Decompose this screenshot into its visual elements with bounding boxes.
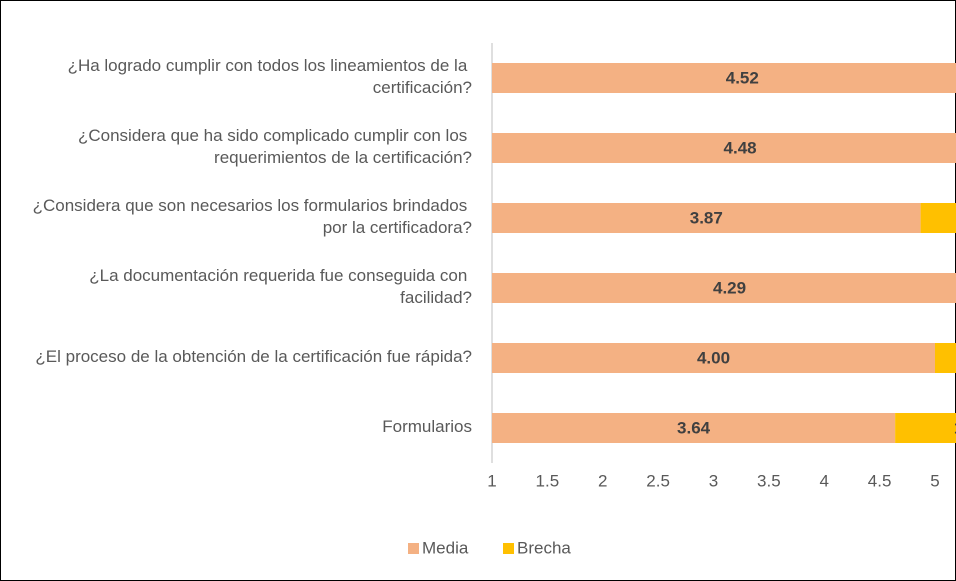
legend-label: Media	[422, 538, 469, 557]
x-tick-label: 4	[820, 471, 829, 490]
y-tick-label: ¿Considera que ha sido complicado cumpli…	[78, 126, 472, 167]
value-label: 4.29	[713, 278, 746, 297]
bar-segment	[492, 63, 956, 93]
y-tick-label: Formularios	[382, 417, 472, 436]
x-tick-label: 1	[487, 471, 496, 490]
bar-segment	[935, 343, 956, 373]
value-label: 3.87	[690, 208, 723, 227]
legend-swatch	[503, 543, 514, 554]
bar-segment	[492, 133, 956, 163]
x-tick-label: 5	[930, 471, 939, 490]
bar-segment	[492, 203, 921, 233]
bar-segment	[895, 413, 956, 443]
y-tick-label: ¿Considera que son necesarios los formul…	[33, 196, 472, 237]
bar-segment	[492, 273, 956, 303]
y-tick-label: ¿La documentación requerida fue consegui…	[89, 266, 472, 307]
value-label: 3.64	[677, 418, 711, 437]
x-tick-label: 4.5	[868, 471, 892, 490]
x-tick-label: 3	[709, 471, 718, 490]
value-label: 4.48	[724, 138, 757, 157]
bar-segment	[920, 203, 956, 233]
y-tick-label: ¿Ha logrado cumplir con todos los lineam…	[68, 56, 472, 97]
legend-label: Brecha	[517, 538, 571, 557]
legend-swatch	[408, 543, 419, 554]
x-tick-label: 2.5	[646, 471, 670, 490]
bar-segment	[492, 413, 896, 443]
value-label: 4.00	[697, 348, 730, 367]
x-tick-label: 2	[598, 471, 607, 490]
y-tick-label: ¿El proceso de la obtención de la certif…	[35, 347, 472, 366]
bar-segment	[492, 343, 935, 373]
value-label: 4.52	[726, 68, 759, 87]
x-tick-label: 3.5	[757, 471, 781, 490]
x-tick-label: 1.5	[536, 471, 560, 490]
value-label: 1.36	[954, 418, 956, 437]
